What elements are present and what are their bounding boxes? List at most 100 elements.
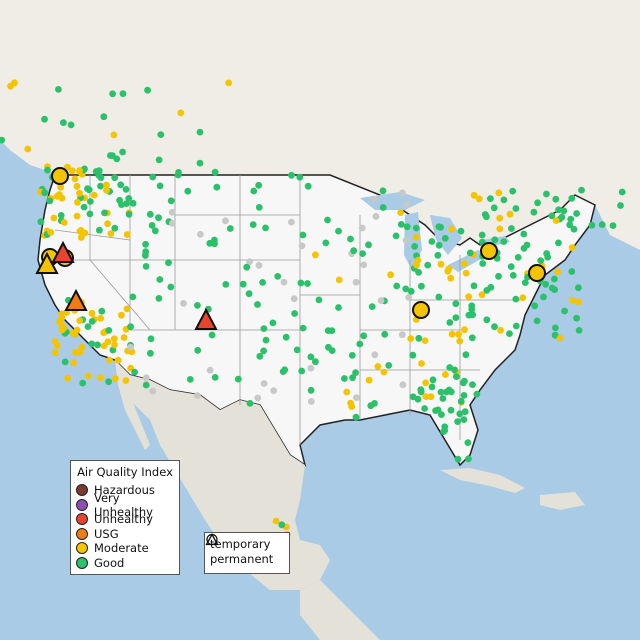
monitor-site[interactable] [573,210,580,217]
monitor-site[interactable] [441,234,449,242]
monitor-site[interactable] [397,209,405,217]
monitor-site[interactable] [142,381,150,389]
monitor-site[interactable] [129,199,137,207]
monitor-site[interactable] [296,173,304,181]
monitor-site[interactable] [422,379,430,387]
monitor-site[interactable] [110,131,118,139]
monitor-site[interactable] [103,181,110,189]
monitor-site[interactable] [307,353,315,361]
monitor-site[interactable] [548,212,556,220]
monitor-site[interactable] [111,224,119,232]
monitor-site[interactable] [156,182,164,190]
monitor-site[interactable] [269,319,277,327]
monitor-site[interactable] [84,323,92,330]
monitor-site[interactable] [123,305,131,313]
monitor-site[interactable] [421,405,428,412]
monitor-site[interactable] [234,375,242,383]
monitor-site[interactable] [341,375,348,382]
monitor-site[interactable] [122,377,130,384]
monitor-site[interactable] [86,210,94,218]
monitor-site[interactable] [347,399,354,407]
monitor-site[interactable] [142,240,150,248]
monitor-site[interactable] [508,225,515,232]
monitor-site[interactable] [103,186,110,194]
monitor-site[interactable] [542,280,549,288]
monitor-site[interactable] [575,298,582,306]
monitor-site[interactable] [77,234,85,241]
monitor-site[interactable] [371,351,379,359]
monitor-site[interactable] [491,236,499,244]
monitor-site[interactable] [551,286,558,293]
monitor-site[interactable] [609,222,617,230]
monitor-site[interactable] [495,272,502,280]
monitor-site[interactable] [387,271,394,279]
monitor-site[interactable] [76,167,83,175]
monitor-site[interactable] [157,131,165,139]
monitor-site[interactable] [496,214,504,222]
monitor-site[interactable] [76,189,83,197]
monitor-site[interactable] [262,336,270,344]
monitor-site[interactable] [353,394,360,401]
monitor-site[interactable] [186,376,194,383]
monitor-site[interactable] [380,368,388,376]
monitor-site[interactable] [448,225,456,233]
monitor-site[interactable] [107,152,114,159]
monitor-site[interactable] [84,185,91,193]
monitor-site[interactable] [97,314,104,322]
monitor-site[interactable] [168,208,176,216]
monitor-site[interactable] [439,395,447,402]
temporary-site-marker[interactable] [412,301,430,319]
monitor-site[interactable] [356,340,364,348]
monitor-site[interactable] [250,187,258,195]
monitor-site[interactable] [514,254,522,261]
monitor-site[interactable] [570,225,578,233]
monitor-site[interactable] [447,406,455,414]
monitor-site[interactable] [349,374,356,382]
monitor-site[interactable] [147,335,155,343]
monitor-site[interactable] [155,214,162,222]
monitor-site[interactable] [429,376,437,384]
monitor-site[interactable] [118,311,125,319]
monitor-site[interactable] [111,341,118,349]
monitor-site[interactable] [97,182,104,190]
monitor-site[interactable] [575,327,583,334]
monitor-site[interactable] [73,182,81,190]
monitor-site[interactable] [315,296,323,304]
monitor-site[interactable] [411,243,418,250]
monitor-site[interactable] [243,263,251,271]
monitor-site[interactable] [468,306,476,313]
monitor-site[interactable] [552,217,560,225]
monitor-site[interactable] [255,181,263,189]
monitor-site[interactable] [543,250,550,257]
monitor-site[interactable] [68,167,76,175]
monitor-site[interactable] [512,295,520,303]
monitor-site[interactable] [41,189,49,197]
monitor-site[interactable] [598,221,606,229]
monitor-site[interactable] [142,248,150,256]
monitor-site[interactable] [409,393,417,401]
monitor-site[interactable] [194,346,202,354]
monitor-site[interactable] [555,206,562,214]
monitor-site[interactable] [74,198,81,206]
monitor-site[interactable] [359,250,366,257]
monitor-site[interactable] [260,347,267,355]
monitor-site[interactable] [490,204,498,212]
monitor-site[interactable] [299,231,307,239]
monitor-site[interactable] [491,323,498,331]
monitor-site[interactable] [290,295,298,303]
monitor-site[interactable] [76,317,84,324]
monitor-site[interactable] [148,222,156,229]
monitor-site[interactable] [41,115,48,123]
monitor-site[interactable] [85,372,92,380]
monitor-site[interactable] [165,259,172,267]
monitor-site[interactable] [129,293,137,301]
monitor-site[interactable] [552,195,560,203]
monitor-site[interactable] [415,269,422,276]
monitor-site[interactable] [101,209,108,217]
monitor-site[interactable] [96,226,103,234]
monitor-site[interactable] [412,233,420,241]
monitor-site[interactable] [206,366,214,374]
monitor-site[interactable] [555,239,562,247]
monitor-site[interactable] [44,166,51,174]
monitor-site[interactable] [304,280,311,287]
